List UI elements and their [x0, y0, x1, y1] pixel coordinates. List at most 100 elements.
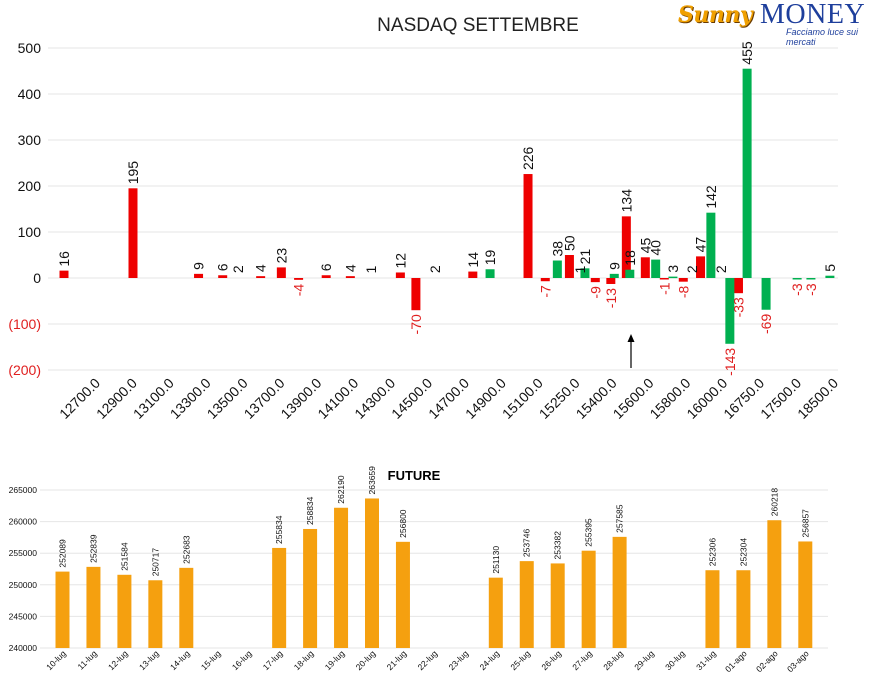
data-label: 16 — [56, 251, 72, 267]
data-label: 45 — [637, 238, 653, 254]
y-tick-label: 200 — [18, 178, 42, 194]
y-tick-label: (200) — [8, 362, 41, 378]
x-tick-label: 30-lug — [663, 648, 687, 672]
bar — [581, 550, 596, 648]
bar — [761, 278, 771, 310]
bar — [294, 278, 304, 280]
x-tick-label: 12-lug — [106, 648, 130, 672]
bar — [194, 273, 204, 278]
data-label: -9 — [587, 286, 603, 299]
nasdaq-options-chart: NASDAQ SETTEMBRE 500 400 300 200 100 0 (100) (20… — [8, 15, 841, 422]
bar — [272, 547, 287, 648]
data-label: 14 — [465, 252, 481, 268]
bar — [678, 278, 688, 282]
sunny-money-logo: Sunny MONEY Facciamo luce sui mercati — [672, 0, 882, 47]
bar — [640, 257, 650, 278]
data-label: 4 — [342, 264, 358, 272]
y-tick-label: 300 — [18, 132, 42, 148]
bar — [725, 278, 735, 344]
data-label: 256800 — [398, 509, 408, 538]
data-label: 252839 — [88, 534, 98, 563]
data-label: -70 — [408, 314, 424, 334]
x-tick-label: 26-lug — [539, 648, 563, 672]
data-label: 258834 — [305, 496, 315, 525]
bar — [696, 256, 706, 278]
data-label: 1 — [572, 266, 588, 274]
bar — [706, 212, 716, 278]
x-tick-label: 15-lug — [199, 648, 223, 672]
logo-tagline: Facciamo luce sui mercati — [786, 27, 859, 47]
bar — [798, 541, 813, 648]
x-tick-label: 02-ago — [754, 648, 780, 674]
bar — [334, 507, 349, 648]
data-label: -8 — [675, 285, 691, 298]
bar — [55, 571, 70, 648]
data-label: 226 — [520, 146, 536, 170]
data-label: 2 — [684, 265, 700, 273]
bar — [276, 267, 286, 278]
data-label: 4 — [253, 264, 269, 272]
logo-wordmark: MONEY — [760, 0, 866, 30]
x-tick-label: 17-lug — [261, 648, 285, 672]
data-label: 252683 — [181, 535, 191, 564]
bar — [117, 574, 132, 648]
bar — [659, 278, 669, 280]
bar — [552, 260, 562, 278]
bar — [395, 541, 410, 648]
data-label: 195 — [125, 161, 141, 185]
bar — [128, 188, 138, 278]
data-label: 251584 — [119, 542, 129, 571]
y-tick-label: 245000 — [9, 611, 38, 621]
bar — [218, 275, 228, 278]
data-label: 9 — [191, 262, 207, 270]
data-label: 6 — [318, 263, 334, 271]
data-label: -4 — [291, 284, 307, 297]
data-label: -3 — [789, 283, 805, 296]
future-chart: FUTURE 265000 260000 255000 250000 245000 2400… — [9, 466, 828, 674]
x-tick-label: 20-lug — [354, 648, 378, 672]
y-tick-label: 265000 — [9, 485, 38, 495]
bar — [148, 580, 163, 648]
chart-title: NASDAQ SETTEMBRE — [377, 15, 579, 36]
data-label: 9 — [606, 262, 622, 270]
bar — [179, 567, 194, 648]
bar — [705, 570, 720, 648]
bar — [580, 268, 590, 278]
bar — [468, 271, 478, 278]
bar — [742, 68, 752, 278]
data-label: 38 — [549, 241, 565, 257]
x-tick-label: 21-lug — [385, 648, 409, 672]
data-label: 260218 — [769, 488, 779, 517]
data-label: 19 — [482, 249, 498, 265]
x-tick-label: 18-lug — [292, 648, 316, 672]
data-label: 12 — [392, 253, 408, 269]
x-tick-label: 03-ago — [785, 648, 811, 674]
bar — [321, 275, 331, 278]
data-label: 3 — [665, 265, 681, 273]
x-tick-label: 16-lug — [230, 648, 254, 672]
y-tick-label: 0 — [33, 270, 41, 286]
bar — [564, 255, 574, 278]
data-label: 263659 — [367, 466, 377, 495]
data-label: 2 — [230, 265, 246, 273]
x-tick-label: 13-lug — [137, 648, 161, 672]
data-label: 455 — [739, 41, 755, 65]
x-tick-label: 24-lug — [477, 648, 501, 672]
bar — [485, 269, 495, 278]
bar — [550, 563, 565, 648]
y-tick-label: 260000 — [9, 517, 38, 527]
data-label: 253382 — [553, 531, 563, 560]
bar — [806, 278, 816, 280]
data-label: 252306 — [707, 538, 717, 567]
data-label: 262190 — [336, 475, 346, 504]
data-label: -3 — [803, 283, 819, 296]
bar — [345, 276, 355, 278]
bar — [540, 278, 550, 282]
x-tick-label: 11-lug — [76, 648, 100, 672]
data-label: -143 — [722, 348, 738, 376]
data-label: 21 — [577, 249, 593, 265]
y-tick-label: 240000 — [9, 643, 38, 653]
bar — [59, 270, 69, 278]
bar — [668, 276, 678, 279]
bar — [590, 278, 600, 283]
